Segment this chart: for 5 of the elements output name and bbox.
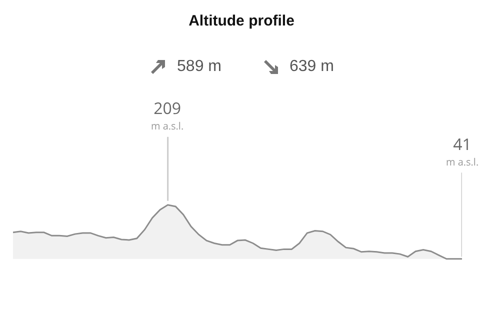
text: 41 m a.s.l. xyxy=(446,133,479,169)
chart-title: Altitude profile xyxy=(188,12,294,30)
text: 639 m xyxy=(290,58,334,76)
annotation: 209 m a.s.l. xyxy=(151,97,184,133)
text: 589 m xyxy=(177,58,222,76)
